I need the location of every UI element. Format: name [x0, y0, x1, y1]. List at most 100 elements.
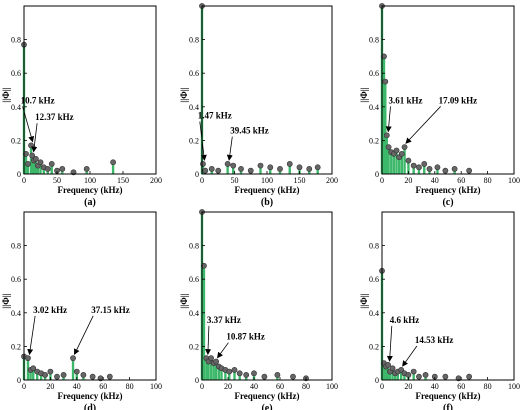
x-tick-label: 200 — [326, 176, 338, 185]
data-point — [201, 262, 207, 269]
annotation-label: 37.15 kHz — [91, 305, 130, 315]
data-point — [226, 368, 233, 375]
data-point — [47, 368, 54, 375]
y-tick-label: 0.8 — [189, 242, 199, 251]
x-tick-label: 60 — [276, 382, 284, 391]
stem-series — [380, 270, 471, 380]
data-point — [89, 373, 96, 380]
data-point — [208, 355, 214, 362]
annotation-label: 14.53 kHz — [415, 335, 454, 345]
stem-series — [22, 356, 112, 380]
x-tick-label: 100 — [261, 176, 273, 185]
data-point — [274, 372, 281, 378]
annotation-label: 12.37 kHz — [35, 112, 74, 122]
marker-series — [21, 353, 113, 382]
x-tick-label: 80 — [484, 382, 492, 391]
data-point — [60, 372, 67, 378]
data-point — [261, 373, 268, 380]
data-point — [277, 166, 283, 172]
x-tick-label: 100 — [508, 176, 520, 185]
annotation-arrow — [205, 325, 212, 356]
stem-series — [200, 212, 308, 380]
y-tick-label: 0.4 — [369, 103, 379, 112]
marker-series — [199, 209, 309, 382]
x-tick-label: 0 — [200, 176, 204, 185]
annotation-label: 1.47 kHz — [198, 111, 232, 121]
data-point — [451, 166, 458, 172]
data-point — [405, 157, 412, 164]
y-tick-label: 0.6 — [11, 275, 21, 284]
stem-series — [22, 44, 115, 174]
y-axis-label: ||Φ|| — [179, 293, 189, 308]
y-tick-label: 0.4 — [189, 309, 199, 318]
panel-f: 0 0.2 0.4 0.6 0.8 0 20 40 60 80 100 Frequency (kHz)… — [359, 211, 520, 410]
x-tick-label: 80 — [126, 382, 134, 391]
data-point — [29, 152, 36, 159]
x-axis-label: Frequency (kHz) — [57, 391, 122, 401]
plot-frame — [381, 211, 515, 381]
y-tick-label: 0.2 — [369, 342, 379, 351]
x-tick-label: 150 — [117, 176, 129, 185]
x-axis-label: Frequency (kHz) — [234, 391, 299, 401]
y-tick-label: 0.4 — [11, 103, 21, 112]
data-point — [401, 144, 408, 151]
y-tick-label: 0 — [17, 376, 21, 385]
panel-label: (a) — [84, 197, 96, 208]
data-point — [32, 155, 39, 162]
data-point — [421, 161, 428, 167]
y-tick-label: 0.2 — [11, 342, 21, 351]
panel-label: (c) — [442, 197, 453, 208]
annotation-label: 3.37 kHz — [207, 315, 241, 325]
data-point — [215, 167, 222, 174]
panel-c: 0 0.2 0.4 0.6 0.8 0 20 40 60 80 100 Frequency (kHz)… — [359, 3, 520, 208]
data-point — [25, 355, 31, 362]
y-tick-label: 0 — [375, 376, 379, 385]
y-tick-label: 0.2 — [189, 136, 199, 145]
y-tick-label: 0.2 — [11, 136, 21, 145]
y-tick-label: 0.8 — [369, 242, 379, 251]
data-point — [202, 167, 209, 174]
y-tick-label: 0 — [195, 376, 199, 385]
y-tick-label: 0.6 — [369, 69, 379, 78]
data-point — [238, 166, 244, 172]
data-point — [83, 166, 90, 172]
x-tick-label: 100 — [508, 382, 520, 391]
data-point — [286, 161, 293, 167]
x-tick-label: 0 — [200, 382, 204, 391]
panel-label: (f) — [443, 403, 453, 410]
data-point — [410, 162, 417, 169]
panel-label: (d) — [84, 403, 96, 410]
y-tick-label: 0.6 — [369, 275, 379, 284]
annotation-arrow — [31, 123, 38, 153]
y-tick-label: 0.6 — [189, 275, 199, 284]
marker-series — [21, 41, 116, 176]
x-tick-label: 100 — [326, 382, 338, 391]
x-tick-label: 80 — [302, 382, 310, 391]
data-point — [306, 166, 313, 172]
data-point — [28, 142, 34, 149]
data-point — [42, 372, 49, 378]
y-tick-label: 0.4 — [369, 309, 379, 318]
data-point — [410, 368, 417, 375]
data-point — [230, 162, 237, 169]
annotation-arrow — [226, 136, 233, 161]
stem-series — [200, 6, 319, 174]
data-point — [416, 164, 422, 171]
data-point — [416, 373, 422, 380]
x-tick-label: 100 — [150, 382, 162, 391]
y-tick-label: 0.2 — [189, 342, 199, 351]
annotation-arrow — [402, 345, 418, 367]
x-tick-label: 50 — [53, 176, 61, 185]
panel-d: 0 0.2 0.4 0.6 0.8 0 20 40 60 80 100 Frequency (kHz)… — [1, 211, 162, 410]
x-tick-label: 40 — [431, 176, 439, 185]
data-point — [59, 166, 66, 172]
x-tick-label: 20 — [404, 176, 412, 185]
y-tick-label: 0 — [17, 170, 21, 179]
data-point — [398, 150, 405, 157]
data-point — [243, 372, 250, 378]
plot-frame — [201, 211, 333, 381]
x-tick-label: 0 — [22, 176, 26, 185]
plot-frame — [201, 5, 333, 175]
y-tick-label: 0.6 — [189, 69, 199, 78]
panel-e: 0 0.2 0.4 0.6 0.8 0 20 40 60 80 100 Frequency (kHz)… — [179, 209, 338, 410]
